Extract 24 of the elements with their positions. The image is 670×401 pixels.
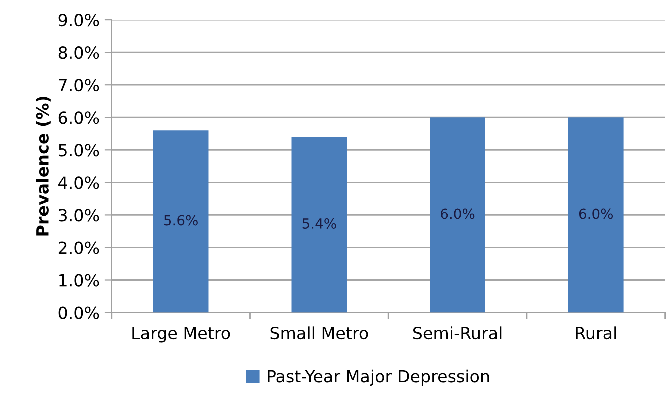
x-tick-label: Rural bbox=[576, 326, 616, 340]
bar bbox=[568, 118, 624, 313]
data-label: 6.0% bbox=[579, 208, 614, 220]
bar bbox=[292, 137, 348, 313]
y-tick-label: 1.0% bbox=[60, 274, 100, 287]
y-tick-label: 0.0% bbox=[58, 306, 100, 320]
x-tick-label: Large Metro bbox=[132, 327, 230, 343]
x-tick-label: Semi-Rural bbox=[413, 326, 502, 340]
y-tick-label: 9.0% bbox=[58, 14, 100, 27]
y-tick-label: 5.0% bbox=[59, 144, 100, 157]
y-tick-label: 4.0% bbox=[58, 176, 100, 190]
legend-label: Past-Year Major Depression bbox=[268, 370, 490, 386]
y-tick-label: 8.0% bbox=[58, 46, 100, 60]
y-tick-label: 6.0% bbox=[58, 112, 100, 124]
data-label: 5.6% bbox=[164, 215, 198, 226]
bar bbox=[153, 130, 209, 313]
x-tick-label: Small Metro bbox=[270, 326, 368, 340]
y-tick-label: 7.0% bbox=[59, 79, 100, 92]
data-label: 6.0% bbox=[441, 208, 475, 220]
y-axis-title: Prevalence (%) bbox=[36, 97, 51, 236]
bar bbox=[430, 118, 486, 313]
data-label: 5.4% bbox=[302, 218, 336, 229]
y-tick-label: 3.0% bbox=[59, 209, 100, 222]
y-tick-label: 2.0% bbox=[58, 242, 100, 254]
